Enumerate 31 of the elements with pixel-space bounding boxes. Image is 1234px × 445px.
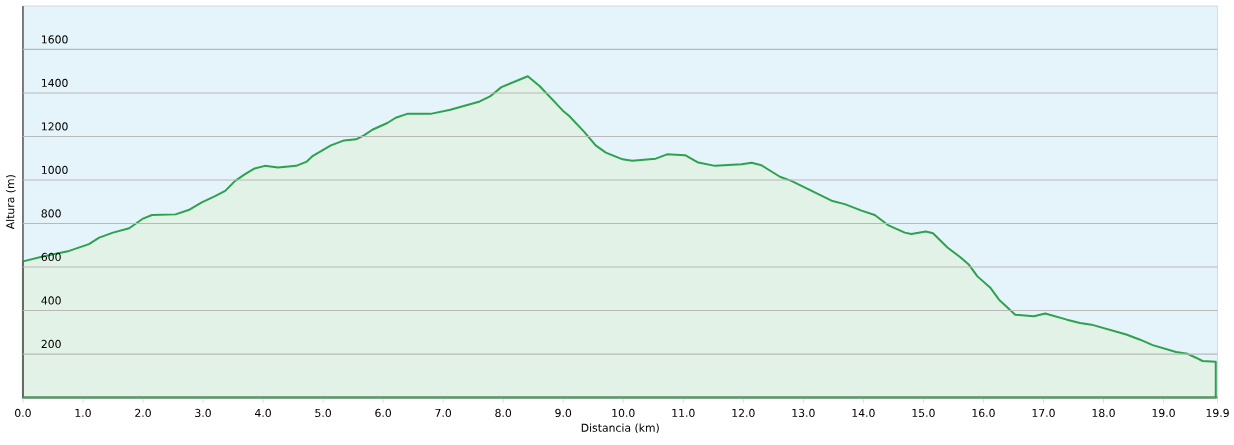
- x-tick-label: 7.0: [435, 408, 452, 417]
- x-tick-label: 1.0: [75, 408, 91, 417]
- y-tick-label: 1400: [42, 78, 68, 87]
- x-tick-label: 10.0: [612, 408, 635, 417]
- x-tick-label: 13.0: [792, 408, 815, 417]
- x-tick-label: 9.0: [555, 408, 572, 417]
- x-tick-label: 18.0: [1092, 408, 1115, 417]
- y-tick-label: 200: [41, 339, 61, 348]
- x-tick-label: 15.0: [912, 408, 935, 417]
- y-tick-label: 1600: [42, 35, 68, 44]
- x-tick-label: 14.0: [852, 408, 875, 417]
- x-tick-label: 3.0: [195, 408, 211, 417]
- x-tick-label: 12.0: [732, 408, 755, 417]
- x-tick-label: 16.0: [972, 408, 995, 417]
- x-tick-label: 6.0: [375, 408, 392, 417]
- y-tick-label: 400: [41, 296, 61, 305]
- y-tick-label: 600: [41, 252, 61, 261]
- x-tick-label: 17.0: [1032, 408, 1055, 417]
- y-tick-label: 800: [41, 209, 61, 218]
- x-tick-label: 19.0: [1152, 408, 1175, 417]
- x-tick-label: 4.0: [254, 408, 271, 417]
- x-tick-label: 19.9: [1206, 408, 1229, 417]
- x-tick-label: 8.0: [495, 408, 512, 417]
- y-axis-title: Altura (m): [5, 175, 16, 230]
- x-tick-label: 0.0: [15, 408, 31, 417]
- x-axis-title: Distancia (km): [581, 423, 659, 433]
- x-tick-label: 2.0: [135, 408, 151, 417]
- x-tick-label: 11.0: [672, 408, 695, 417]
- y-tick-label: 1000: [42, 165, 68, 174]
- x-tick-label: 5.0: [315, 408, 331, 417]
- y-tick-label: 1200: [42, 122, 68, 131]
